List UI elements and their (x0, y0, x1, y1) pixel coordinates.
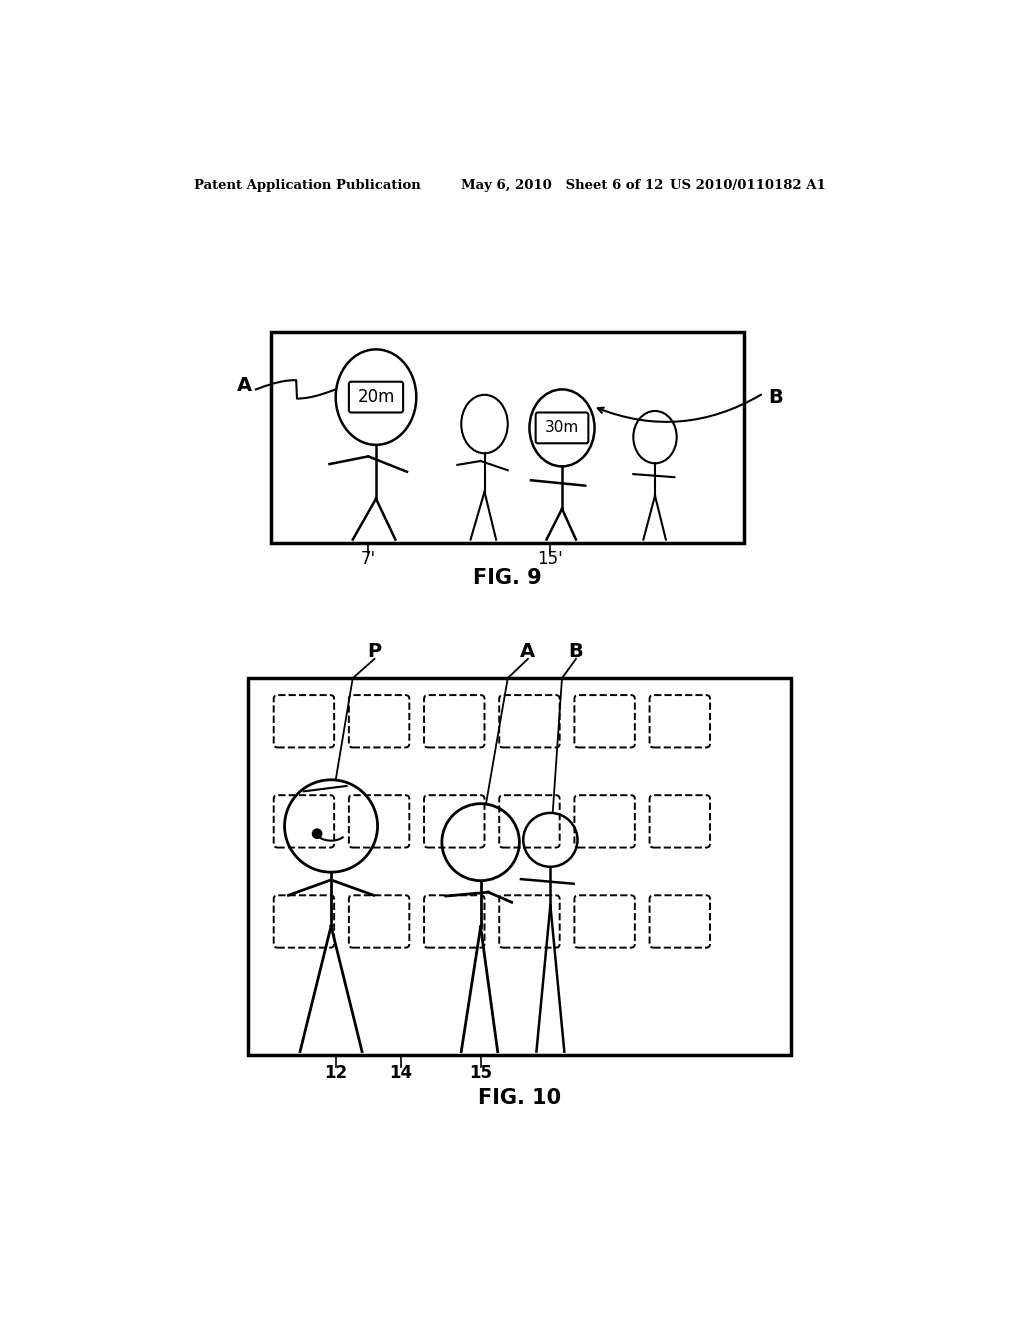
Text: A: A (520, 642, 536, 661)
FancyBboxPatch shape (649, 895, 710, 948)
FancyBboxPatch shape (500, 696, 560, 747)
Text: May 6, 2010   Sheet 6 of 12: May 6, 2010 Sheet 6 of 12 (461, 178, 664, 191)
Bar (271, 331, 744, 544)
Text: 15': 15' (538, 550, 563, 568)
Text: P: P (368, 642, 382, 661)
Text: 20m: 20m (357, 388, 394, 407)
Text: US 2010/0110182 A1: US 2010/0110182 A1 (671, 178, 826, 191)
FancyBboxPatch shape (424, 696, 484, 747)
FancyBboxPatch shape (574, 696, 635, 747)
FancyBboxPatch shape (500, 795, 560, 847)
Circle shape (312, 829, 322, 838)
Text: 15: 15 (469, 1064, 493, 1082)
Bar (248, 678, 791, 1056)
FancyBboxPatch shape (273, 696, 334, 747)
FancyBboxPatch shape (424, 795, 484, 847)
FancyBboxPatch shape (349, 895, 410, 948)
FancyBboxPatch shape (536, 412, 589, 444)
Text: FIG. 10: FIG. 10 (478, 1088, 561, 1107)
FancyBboxPatch shape (349, 381, 403, 412)
Text: 7': 7' (360, 550, 376, 568)
FancyBboxPatch shape (349, 795, 410, 847)
Text: A: A (237, 376, 252, 395)
FancyBboxPatch shape (649, 795, 710, 847)
Text: B: B (568, 642, 584, 661)
FancyBboxPatch shape (574, 795, 635, 847)
FancyBboxPatch shape (273, 795, 334, 847)
Text: 14: 14 (389, 1064, 413, 1082)
FancyBboxPatch shape (574, 895, 635, 948)
FancyBboxPatch shape (649, 696, 710, 747)
Text: 30m: 30m (545, 420, 580, 436)
Text: Patent Application Publication: Patent Application Publication (194, 178, 421, 191)
Text: B: B (768, 388, 782, 407)
Text: FIG. 9: FIG. 9 (473, 568, 542, 587)
FancyBboxPatch shape (424, 895, 484, 948)
FancyBboxPatch shape (349, 696, 410, 747)
Text: 12: 12 (325, 1064, 347, 1082)
FancyBboxPatch shape (273, 895, 334, 948)
FancyBboxPatch shape (500, 895, 560, 948)
